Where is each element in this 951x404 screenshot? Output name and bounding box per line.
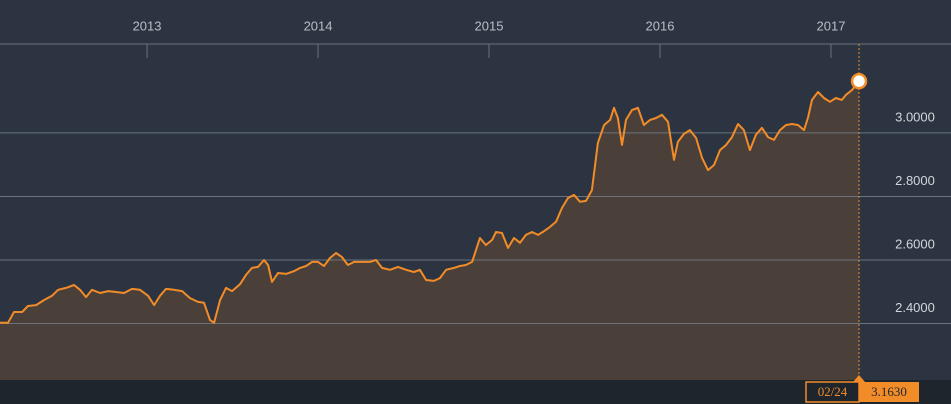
x-tick-label: 2016 <box>646 18 675 33</box>
y-tick-label: 2.8000 <box>895 173 935 188</box>
cursor-value-box <box>859 382 920 402</box>
cursor-pointer <box>853 375 866 382</box>
cursor-value: 3.1630 <box>871 384 907 399</box>
line <box>0 80 860 324</box>
x-tick-label: 2017 <box>817 18 846 33</box>
y-tick-label: 3.0000 <box>895 109 935 124</box>
x-tick-label: 2014 <box>304 18 333 33</box>
area <box>0 81 859 380</box>
x-tick-label: 2013 <box>133 18 162 33</box>
y-tick-label: 2.4000 <box>895 300 935 315</box>
cursor-date: 02/24 <box>818 384 848 399</box>
last-point <box>850 72 868 90</box>
x-tick-label: 2015 <box>475 18 504 33</box>
bottom-strip <box>0 380 951 404</box>
y-tick-label: 2.6000 <box>895 236 935 251</box>
